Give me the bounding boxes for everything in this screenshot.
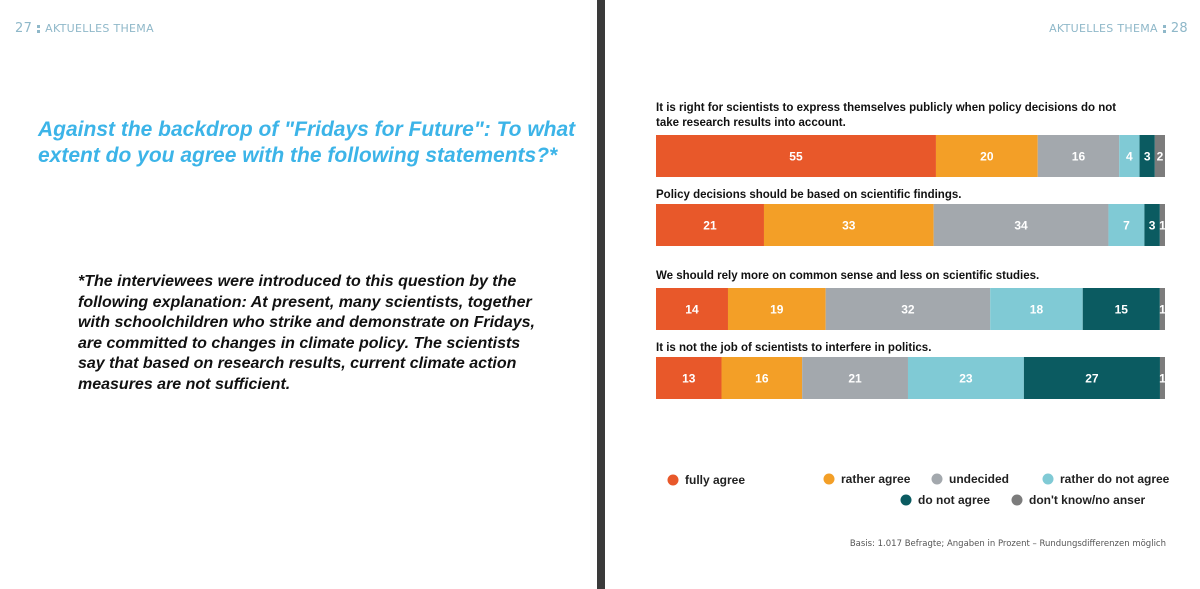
bar-segment xyxy=(1082,288,1160,330)
data-label: 33 xyxy=(842,219,856,233)
legend-swatch xyxy=(1011,494,1023,506)
statement-label: It is not the job of scientists to inter… xyxy=(656,342,931,354)
left-page-header: 27 AKTUELLES THEMA xyxy=(15,21,154,36)
data-label: 13 xyxy=(682,372,696,386)
data-label: 21 xyxy=(848,372,862,386)
colon-icon xyxy=(37,24,41,34)
bar-segment xyxy=(907,357,1024,399)
data-label: 20 xyxy=(980,150,994,164)
data-label: 4 xyxy=(1126,150,1133,164)
data-label: 16 xyxy=(1072,150,1086,164)
bar-segment xyxy=(656,135,936,177)
data-label: 16 xyxy=(755,372,769,386)
bar-segment xyxy=(935,135,1038,177)
bar-segment xyxy=(1119,135,1140,177)
colon-icon xyxy=(1162,24,1166,34)
bar-segment xyxy=(727,288,826,330)
data-label: 1 xyxy=(1159,372,1166,386)
data-label: 34 xyxy=(1014,219,1028,233)
bar-segment xyxy=(1108,204,1145,246)
bar-segment xyxy=(656,288,728,330)
bar-segment xyxy=(933,204,1109,246)
data-label: 1 xyxy=(1159,219,1166,233)
left-section-title: AKTUELLES THEMA xyxy=(45,22,154,35)
legend-swatch xyxy=(900,494,912,506)
data-label: 14 xyxy=(685,303,699,317)
basis-note: Basis: 1.017 Befragte; Angaben in Prozen… xyxy=(849,539,1166,549)
statement-label: Policy decisions should be based on scie… xyxy=(656,189,961,201)
bar-segment xyxy=(1154,135,1165,177)
left-page: 27 AKTUELLES THEMA Against the backdrop … xyxy=(0,0,597,589)
data-label: 3 xyxy=(1149,219,1156,233)
legend-label: rather agree xyxy=(841,472,911,486)
statement-label: It is right for scientists to express th… xyxy=(656,102,1116,129)
data-label: 19 xyxy=(770,303,784,317)
data-label: 7 xyxy=(1123,219,1130,233)
legend-swatch xyxy=(1042,473,1054,485)
data-label: 32 xyxy=(901,303,915,317)
bar-segment xyxy=(1037,135,1120,177)
legend-label: undecided xyxy=(949,472,1009,486)
data-label: 21 xyxy=(703,219,717,233)
legend-label: fully agree xyxy=(685,473,745,487)
bar-segment xyxy=(825,288,991,330)
right-page-header: AKTUELLES THEMA 28 xyxy=(1049,21,1188,36)
bar-segment xyxy=(990,288,1083,330)
legend-swatch xyxy=(931,473,943,485)
bar-segment xyxy=(1159,288,1165,330)
legend-label: rather do not agree xyxy=(1060,472,1170,486)
bar-segment xyxy=(1139,135,1155,177)
bar-segment xyxy=(1023,357,1160,399)
data-label: 1 xyxy=(1159,303,1166,317)
bar-segment xyxy=(763,204,934,246)
survey-question: Against the backdrop of "Fridays for Fut… xyxy=(38,118,576,167)
legend-label: do not agree xyxy=(918,493,990,507)
right-page: AKTUELLES THEMA 28 It is right for scien… xyxy=(605,0,1200,589)
right-page-number: 28 xyxy=(1170,21,1188,36)
data-label: 55 xyxy=(789,150,803,164)
bar-segment xyxy=(1159,357,1165,399)
data-label: 18 xyxy=(1030,303,1044,317)
legend-swatch xyxy=(667,474,679,486)
question-footnote: *The interviewees were introduced to thi… xyxy=(78,273,535,393)
data-label: 15 xyxy=(1115,303,1129,317)
bar-segment xyxy=(656,204,764,246)
bar-segment xyxy=(1159,204,1165,246)
data-label: 2 xyxy=(1157,150,1164,164)
legend-label: don't know/no anser xyxy=(1029,493,1146,507)
data-label: 27 xyxy=(1085,372,1099,386)
bar-segment xyxy=(656,357,722,399)
bar-segment xyxy=(1144,204,1160,246)
right-section-title: AKTUELLES THEMA xyxy=(1049,22,1158,35)
legend-swatch xyxy=(823,473,835,485)
book-spine xyxy=(597,0,605,589)
bar-segment xyxy=(721,357,803,399)
left-page-number: 27 xyxy=(15,21,33,36)
data-label: 3 xyxy=(1144,150,1151,164)
bar-segment xyxy=(802,357,908,399)
data-label: 23 xyxy=(959,372,973,386)
statement-label: We should rely more on common sense and … xyxy=(656,270,1039,282)
stacked-bar-chart: It is right for scientists to express th… xyxy=(656,102,1170,507)
